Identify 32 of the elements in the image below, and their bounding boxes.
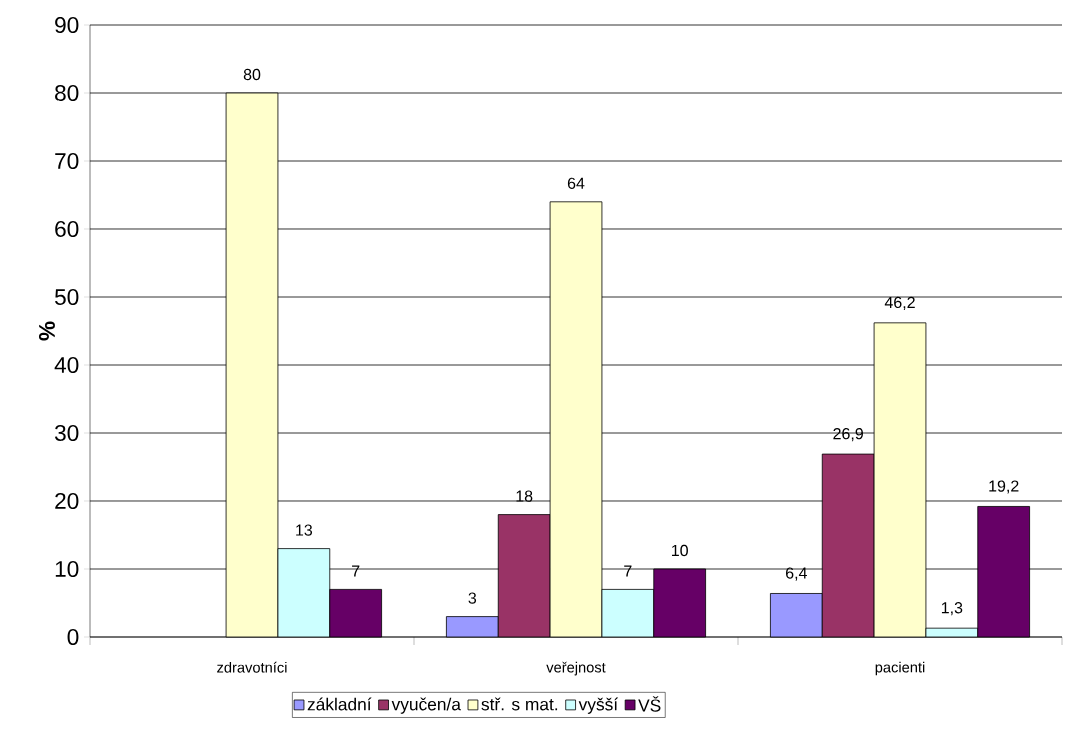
legend-label: stř. s mat. xyxy=(481,697,558,711)
data-label: 64 xyxy=(567,177,585,189)
data-label: 19,2 xyxy=(989,480,1019,494)
y-tick-label: 40 xyxy=(54,356,79,374)
y-tick-label: 50 xyxy=(54,288,79,306)
y-axis-title: % xyxy=(38,321,55,341)
y-tick-label: 80 xyxy=(55,84,79,102)
data-label: 13 xyxy=(296,524,313,536)
y-tick-label: 70 xyxy=(55,152,79,170)
x-tick-label: zdravotníci xyxy=(217,661,287,673)
data-label: 10 xyxy=(672,544,688,557)
legend-label: vyučen/a xyxy=(391,697,461,714)
y-tick-label: 0 xyxy=(67,628,79,646)
legend-label: VŠ xyxy=(638,696,661,712)
data-label: 80 xyxy=(243,68,261,81)
y-tick-label: 90 xyxy=(55,16,79,34)
data-label: 7 xyxy=(352,565,360,577)
y-tick-label: 60 xyxy=(55,220,79,238)
data-label: 18 xyxy=(516,490,533,502)
legend-label: základní xyxy=(307,697,372,711)
data-label: 46,2 xyxy=(884,296,915,310)
data-label: 3 xyxy=(468,592,477,604)
legend-label: vyšší xyxy=(578,697,619,714)
data-label: 7 xyxy=(624,565,632,577)
y-tick-label: 30 xyxy=(54,424,79,442)
y-tick-label: 20 xyxy=(55,492,79,510)
x-tick-label: pacienti xyxy=(875,661,925,676)
data-label: 1,3 xyxy=(941,602,963,616)
x-tick-label: veřejnost xyxy=(546,661,606,676)
data-label: 6,4 xyxy=(786,567,807,581)
data-label: 26,9 xyxy=(833,428,863,442)
y-tick-label: 10 xyxy=(55,560,79,578)
